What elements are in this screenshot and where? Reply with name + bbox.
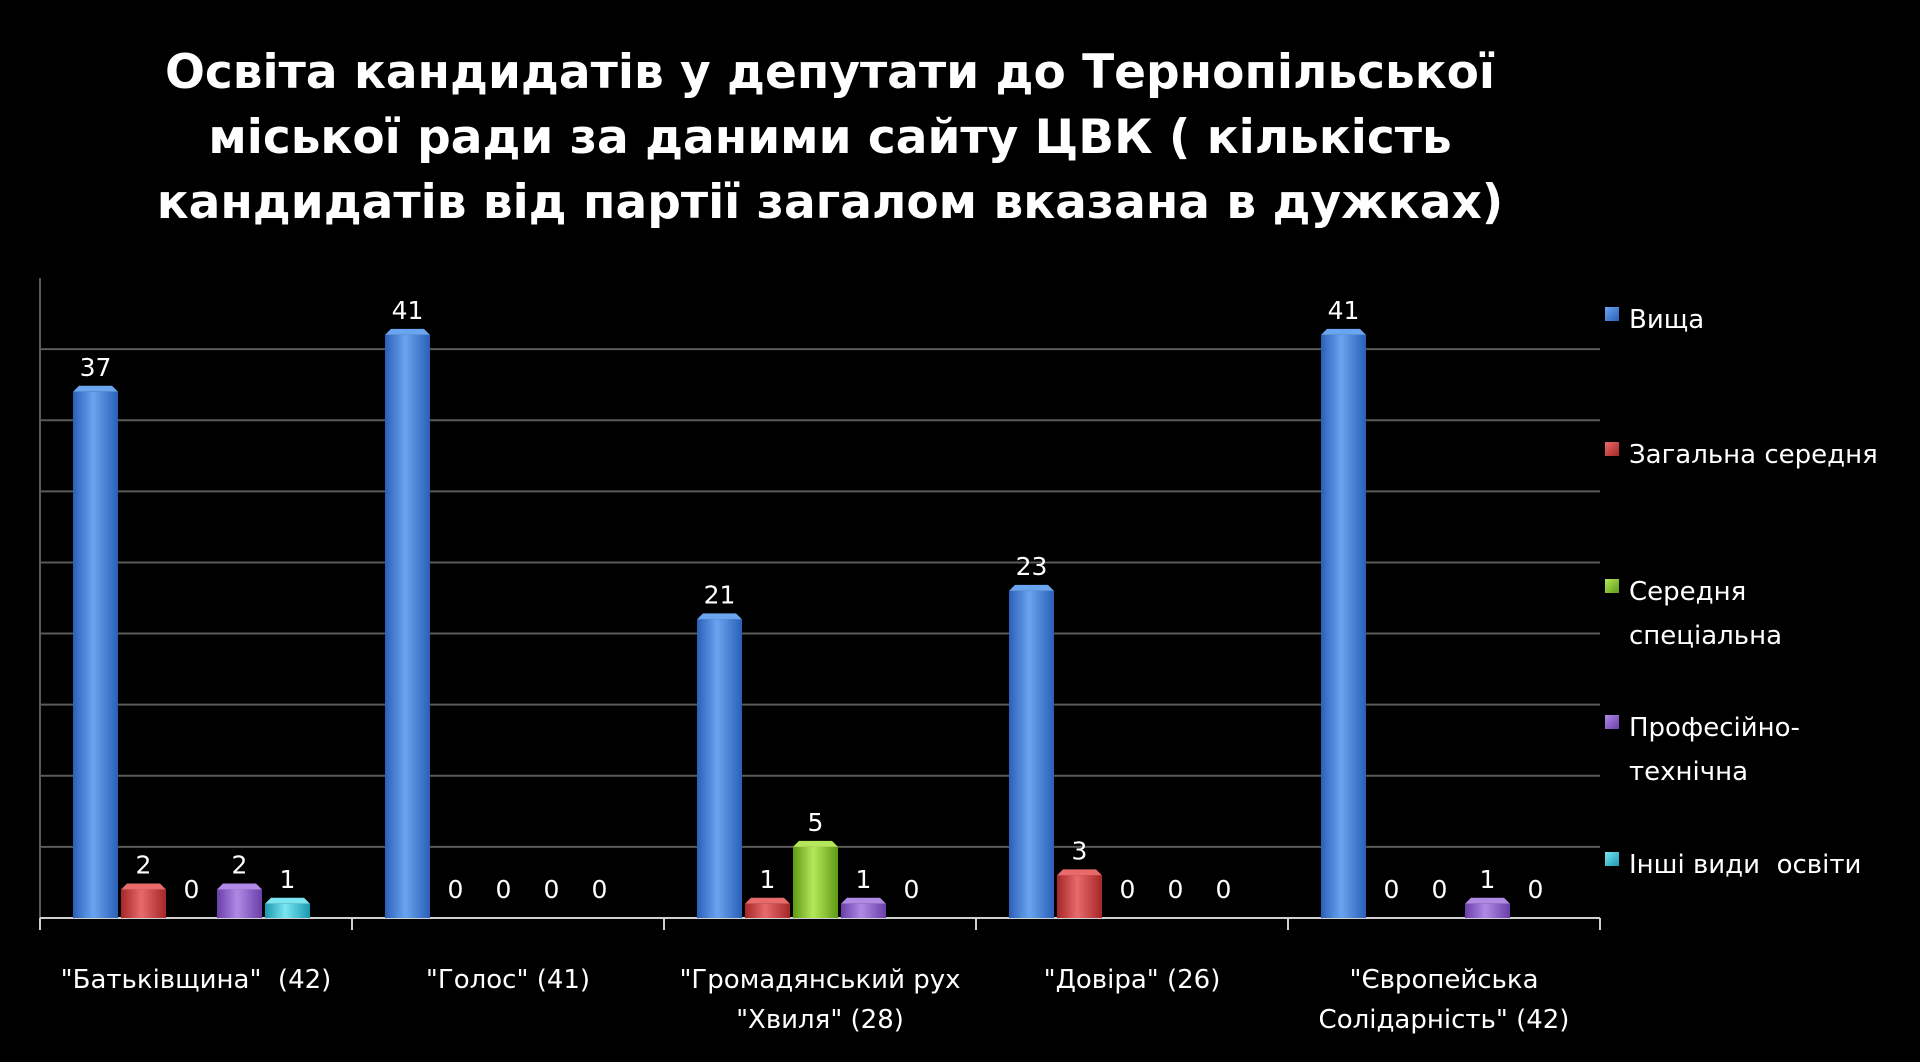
data-label: 0 bbox=[1168, 875, 1184, 904]
x-tick-label: "Громадянський рух bbox=[679, 965, 960, 995]
x-tick-label: "Хвиля" (28) bbox=[736, 1005, 904, 1035]
legend-label-line: спеціальна bbox=[1629, 621, 1783, 651]
bar-5-series-4 bbox=[1465, 903, 1510, 918]
legend-item: Професійно-технічна bbox=[1605, 706, 1914, 794]
legend-swatch bbox=[1605, 579, 1619, 593]
legend-label-line: Професійно- bbox=[1629, 713, 1800, 743]
bar-top-4-series-1 bbox=[1009, 584, 1054, 591]
bar-3-series-1 bbox=[697, 619, 742, 918]
bar-1-series-5 bbox=[265, 903, 310, 918]
bar-top-5-series-4 bbox=[1465, 897, 1510, 904]
legend-label: Загальна середня bbox=[1629, 433, 1914, 477]
bar-top-1-series-4 bbox=[217, 883, 262, 890]
data-label: 1 bbox=[280, 865, 296, 894]
bar-1-series-4 bbox=[217, 889, 262, 918]
legend-swatch bbox=[1605, 715, 1619, 729]
bar-top-3-series-2 bbox=[745, 897, 790, 904]
data-label: 0 bbox=[592, 875, 608, 904]
legend-item: Середня спеціальна bbox=[1605, 570, 1914, 658]
data-label: 0 bbox=[1384, 875, 1400, 904]
data-label: 2 bbox=[136, 851, 152, 880]
data-label: 41 bbox=[392, 296, 424, 325]
data-label: 2 bbox=[232, 851, 248, 880]
bar-top-5-series-1 bbox=[1321, 328, 1366, 335]
data-label: 0 bbox=[1528, 875, 1544, 904]
data-label: 37 bbox=[80, 353, 112, 382]
bar-top-1-series-2 bbox=[121, 883, 166, 890]
legend-item: Інші види освіти bbox=[1605, 843, 1914, 887]
legend-label-line: Вища bbox=[1629, 305, 1705, 335]
data-label: 0 bbox=[1120, 875, 1136, 904]
legend-label-line: Інші види освіти bbox=[1629, 850, 1862, 880]
legend-swatch bbox=[1605, 442, 1619, 456]
data-label: 0 bbox=[496, 875, 512, 904]
data-label: 0 bbox=[904, 875, 920, 904]
x-tick-label: Солідарність" (42) bbox=[1319, 1005, 1570, 1035]
bar-top-3-series-3 bbox=[793, 840, 838, 847]
bar-2-series-1 bbox=[385, 334, 430, 918]
legend-label: Професійно-технічна bbox=[1629, 706, 1914, 794]
chart-title: Освіта кандидатів у депутати до Тернопіл… bbox=[40, 40, 1620, 235]
data-label: 1 bbox=[760, 865, 776, 894]
data-label: 0 bbox=[1216, 875, 1232, 904]
bar-top-1-series-5 bbox=[265, 897, 310, 904]
chart-title-line-2: міської ради за даними сайту ЦВК ( кільк… bbox=[208, 110, 1452, 165]
bar-top-4-series-2 bbox=[1057, 869, 1102, 876]
bar-3-series-3 bbox=[793, 846, 838, 918]
bar-1-series-1 bbox=[73, 391, 118, 918]
data-label: 1 bbox=[856, 865, 872, 894]
legend-label: Середня спеціальна bbox=[1629, 570, 1914, 658]
bar-top-3-series-1 bbox=[697, 613, 742, 620]
data-label: 41 bbox=[1328, 296, 1360, 325]
bar-1-series-2 bbox=[121, 889, 166, 918]
legend-label: Інші види освіти bbox=[1629, 843, 1914, 887]
legend-swatch bbox=[1605, 852, 1619, 866]
bar-top-1-series-1 bbox=[73, 385, 118, 392]
bar-top-3-series-4 bbox=[841, 897, 886, 904]
chart-title-line-3: кандидатів від партії загалом вказана в … bbox=[156, 175, 1504, 230]
legend-item: Вища bbox=[1605, 298, 1914, 342]
data-label: 0 bbox=[448, 875, 464, 904]
data-label: 1 bbox=[1480, 865, 1496, 894]
data-label: 0 bbox=[1432, 875, 1448, 904]
bar-3-series-4 bbox=[841, 903, 886, 918]
legend-label: Вища bbox=[1629, 298, 1914, 342]
data-label: 21 bbox=[704, 580, 736, 609]
legend-swatch bbox=[1605, 307, 1619, 321]
legend-label-line: Загальна середня bbox=[1629, 440, 1878, 470]
chart-title-line-1: Освіта кандидатів у депутати до Тернопіл… bbox=[164, 45, 1496, 100]
data-label: 3 bbox=[1072, 836, 1088, 865]
x-tick-label: "Голос" (41) bbox=[426, 965, 590, 995]
bar-4-series-2 bbox=[1057, 875, 1102, 918]
bar-5-series-1 bbox=[1321, 334, 1366, 918]
data-label: 5 bbox=[808, 808, 824, 837]
x-tick-label: "Європейська bbox=[1350, 965, 1539, 995]
x-tick-label: "Довіра" (26) bbox=[1044, 965, 1221, 995]
x-tick-label: "Батьківщина" (42) bbox=[61, 965, 332, 995]
bar-top-2-series-1 bbox=[385, 328, 430, 335]
legend-label-line: Середня bbox=[1629, 577, 1747, 607]
data-label: 0 bbox=[184, 875, 200, 904]
bar-3-series-2 bbox=[745, 903, 790, 918]
data-label: 23 bbox=[1016, 552, 1048, 581]
data-label: 0 bbox=[544, 875, 560, 904]
legend-item: Загальна середня bbox=[1605, 433, 1914, 477]
bar-4-series-1 bbox=[1009, 590, 1054, 918]
legend-label-line: технічна bbox=[1629, 757, 1749, 787]
